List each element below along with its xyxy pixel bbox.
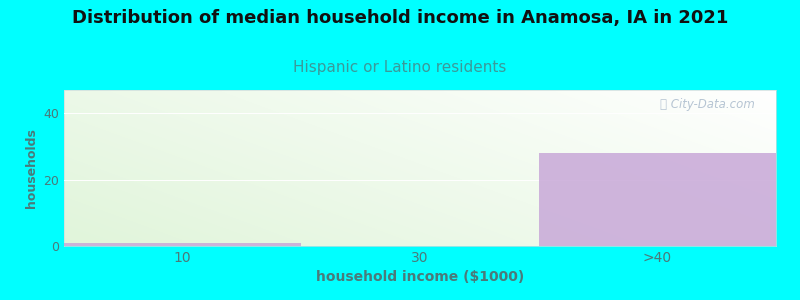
Bar	[538, 153, 776, 246]
Text: Distribution of median household income in Anamosa, IA in 2021: Distribution of median household income …	[72, 9, 728, 27]
Text: ⓘ City-Data.com: ⓘ City-Data.com	[660, 98, 754, 111]
Bar	[64, 243, 302, 246]
Text: Hispanic or Latino residents: Hispanic or Latino residents	[294, 60, 506, 75]
Y-axis label: households: households	[25, 128, 38, 208]
X-axis label: household income ($1000): household income ($1000)	[316, 270, 524, 284]
